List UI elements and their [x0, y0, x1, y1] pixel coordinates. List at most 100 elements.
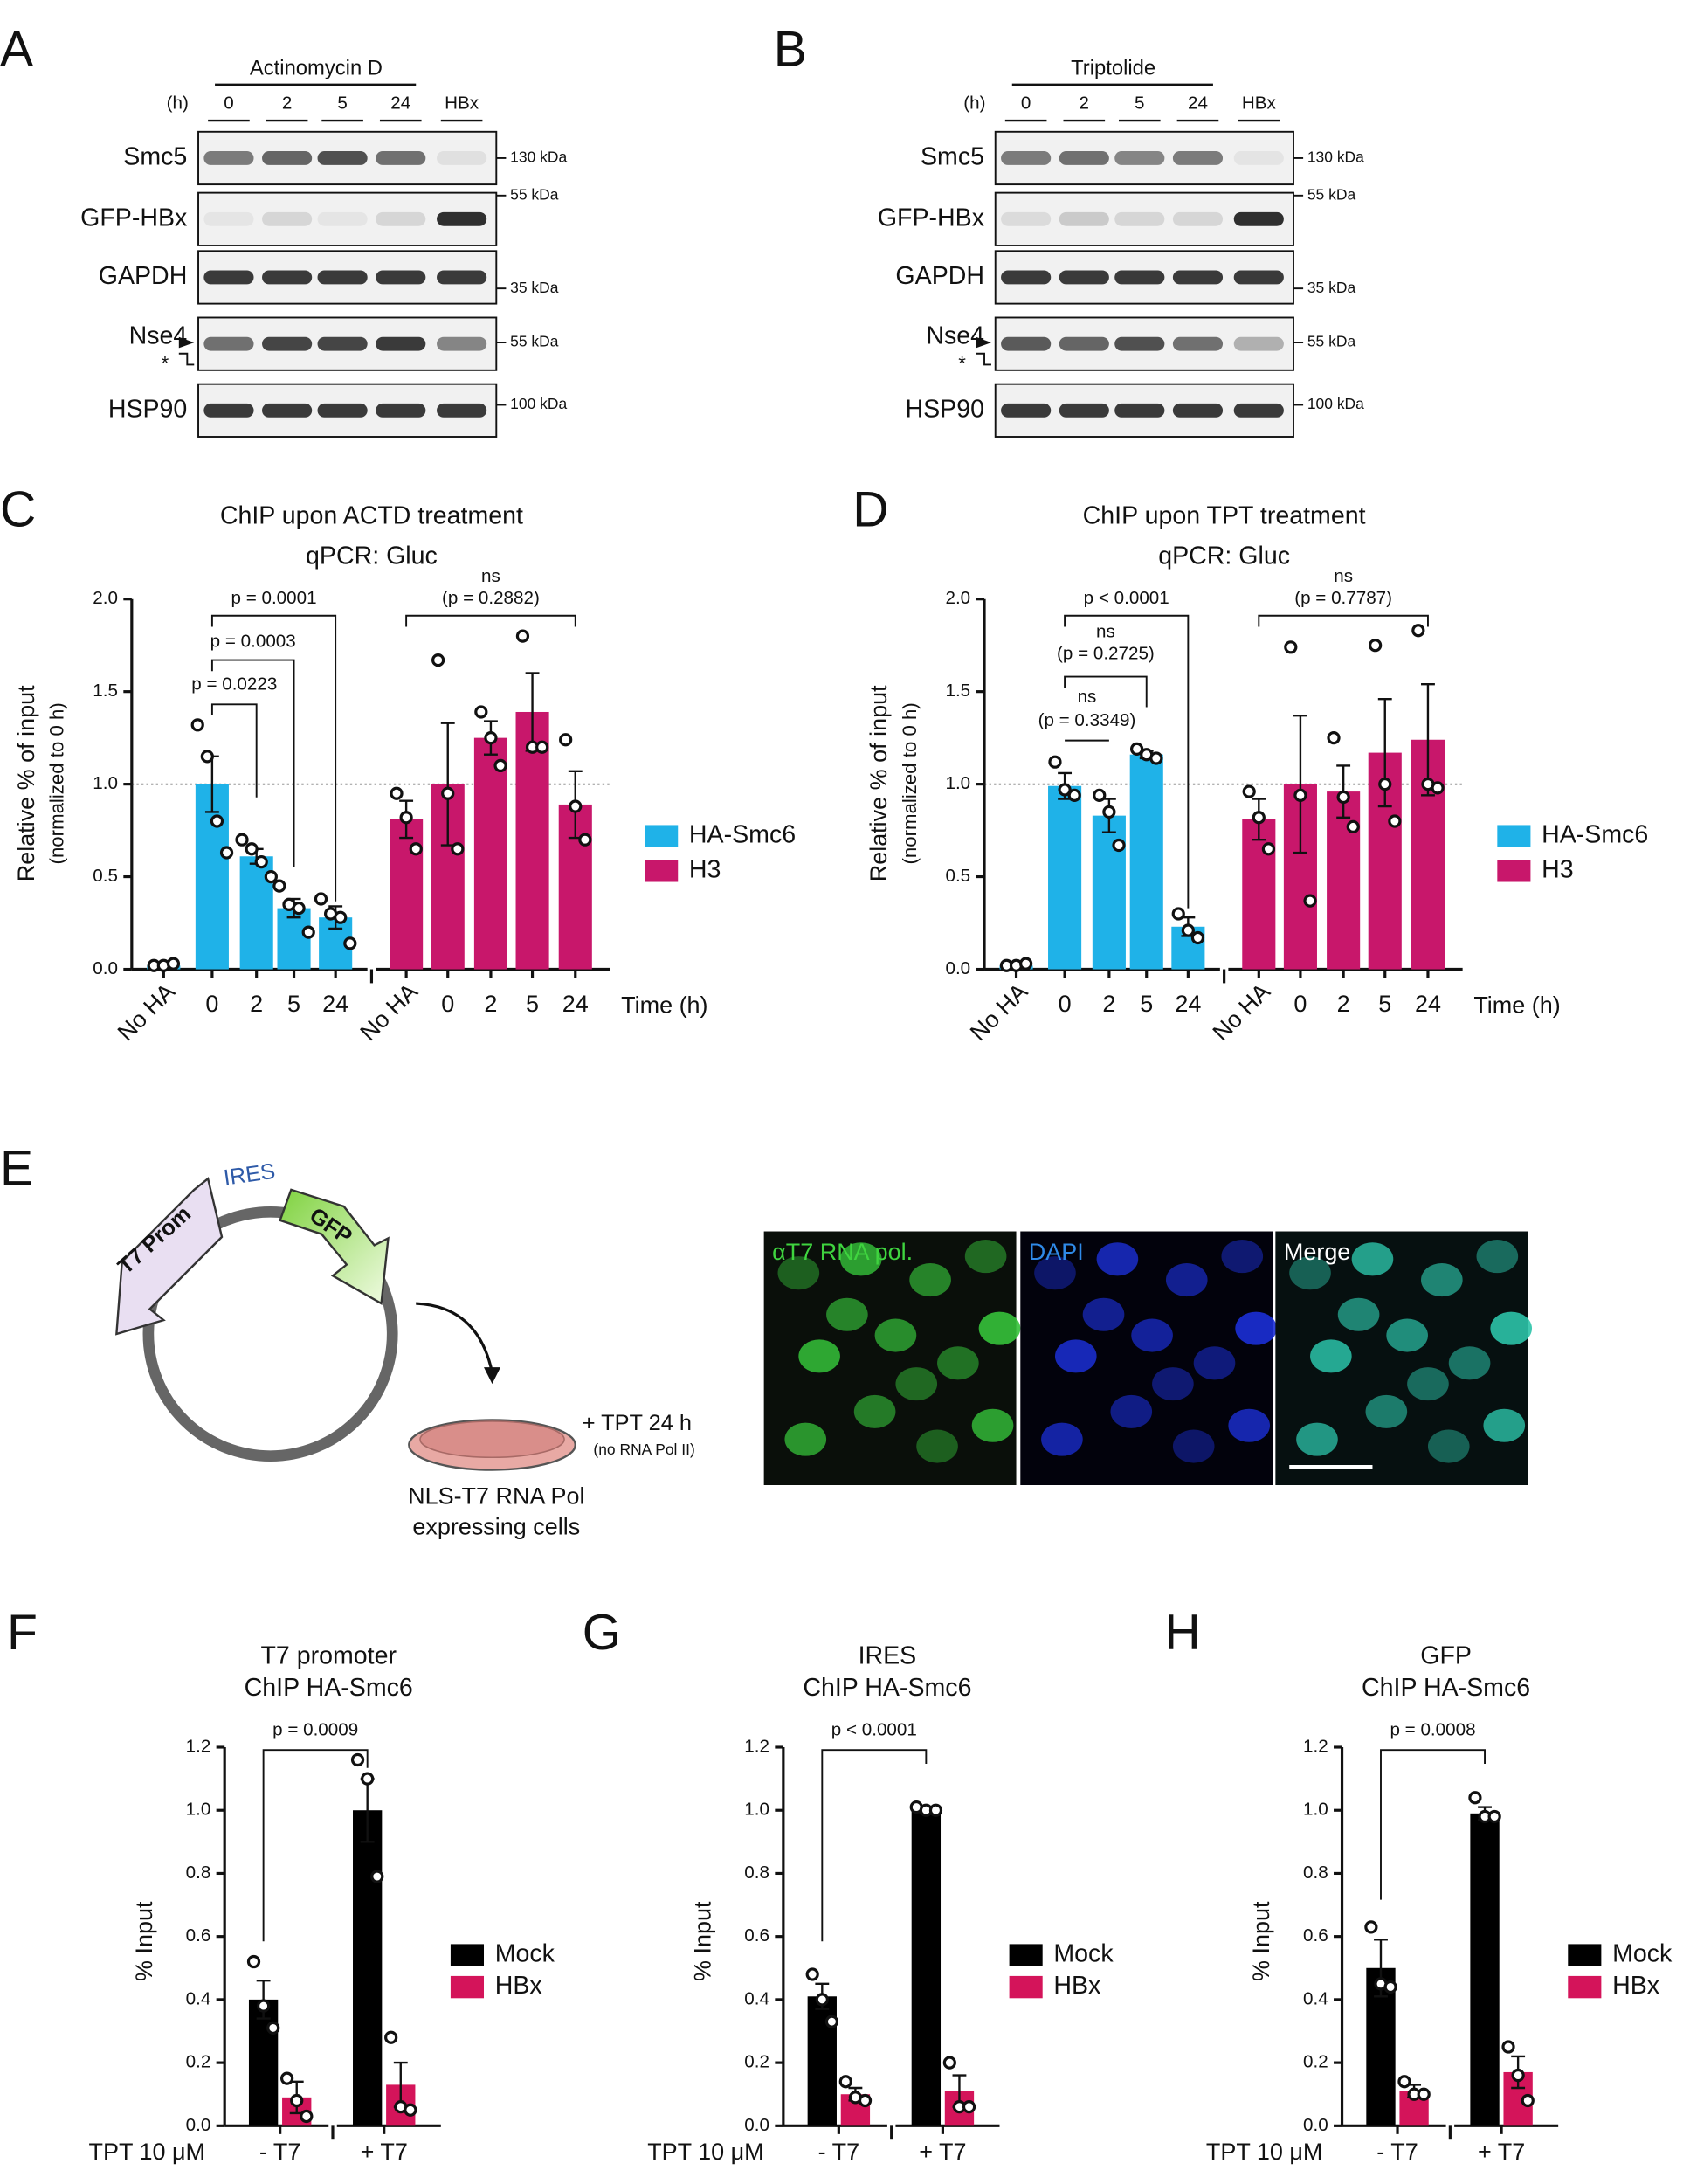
band	[1001, 211, 1052, 226]
y-tick-label: 0.0	[744, 2115, 769, 2135]
significance-label: (p = 0.2882)	[442, 588, 540, 608]
band	[1114, 211, 1165, 226]
band	[1059, 211, 1109, 226]
lane-label: 24	[390, 93, 410, 114]
nucleus	[798, 1339, 840, 1373]
significance-label: ns	[1096, 621, 1115, 641]
panel-letter: A	[0, 21, 33, 77]
time-unit: (h)	[963, 93, 985, 114]
significance-label: p = 0.0001	[231, 588, 317, 608]
blot-row-label: Nse4	[926, 321, 984, 349]
band	[1001, 403, 1052, 418]
bar	[1048, 785, 1082, 970]
legend-label: Mock	[495, 1940, 555, 1968]
legend-swatch	[1009, 1944, 1043, 1966]
x-axis-label: Time (h)	[621, 992, 707, 1019]
band	[1233, 336, 1284, 351]
channel-label: DAPI	[1029, 1239, 1084, 1265]
size-marker: 55 kDa	[510, 333, 559, 350]
data-point	[390, 786, 404, 800]
cells	[419, 1420, 565, 1459]
legend-swatch	[645, 860, 679, 882]
plasmid-label: IRES	[222, 1159, 277, 1191]
data-point	[166, 957, 181, 971]
y-tick-label: 0.2	[1303, 2052, 1328, 2072]
significance-label: (p = 0.2725)	[1057, 644, 1155, 664]
band	[1172, 336, 1224, 351]
band	[437, 211, 487, 226]
nucleus	[971, 1408, 1014, 1442]
nucleus	[1386, 1318, 1428, 1352]
data-point	[1149, 751, 1163, 765]
nucleus	[1407, 1367, 1449, 1401]
y-axis-label: % Input	[690, 1901, 716, 1981]
data-point	[334, 910, 348, 924]
data-point	[1411, 624, 1425, 638]
x-tick-label: + T7	[919, 2139, 966, 2165]
y-tick-label: 1.2	[1303, 1736, 1328, 1756]
data-point	[1336, 790, 1350, 805]
band-note: *	[162, 352, 169, 374]
nucleus	[1296, 1422, 1338, 1456]
nucleus	[1310, 1339, 1352, 1373]
legend-swatch	[645, 825, 679, 847]
data-point	[1521, 2093, 1535, 2108]
data-point	[1397, 2075, 1411, 2089]
band-note: *	[958, 352, 966, 374]
data-point	[404, 2103, 417, 2117]
nucleus	[1483, 1408, 1526, 1442]
band	[1233, 403, 1284, 418]
data-point	[370, 1870, 384, 1883]
y-tick-label: 0.0	[186, 2115, 211, 2135]
y-axis-label: (normalized to 0 h)	[899, 702, 921, 864]
data-point	[805, 1967, 819, 1981]
legend-label: Mock	[1053, 1940, 1114, 1968]
nucleus	[1365, 1394, 1408, 1428]
data-point	[1058, 783, 1072, 797]
significance-label: p < 0.0001	[831, 1719, 917, 1739]
data-point	[264, 869, 278, 884]
data-point	[300, 2109, 314, 2124]
y-tick-label: 0.8	[1303, 1863, 1328, 1883]
bar	[1092, 815, 1126, 970]
data-point	[1171, 907, 1185, 921]
nucleus	[1110, 1394, 1153, 1428]
size-marker: 100 kDa	[1307, 395, 1364, 412]
data-point	[431, 653, 445, 667]
y-tick-label: 0.6	[186, 1925, 211, 1946]
panel-letter: D	[852, 481, 888, 537]
blot-row-label: Smc5	[123, 142, 187, 170]
legend-label: H3	[1542, 855, 1574, 883]
treatment-note: (no RNA Pol II)	[593, 1441, 694, 1458]
treatment: + TPT 24 h	[583, 1411, 692, 1435]
band	[1001, 336, 1052, 351]
data-point	[928, 1803, 943, 1817]
bracket	[976, 352, 991, 366]
data-point	[290, 2093, 304, 2108]
band	[437, 336, 487, 351]
gfp-arrow	[279, 1188, 390, 1306]
data-point	[1130, 742, 1144, 756]
significance-bracket	[1064, 614, 1190, 909]
band	[1114, 336, 1165, 351]
nucleus	[895, 1367, 938, 1401]
band	[437, 151, 487, 165]
band	[1172, 403, 1224, 418]
band	[1114, 403, 1165, 418]
blot-row-label: HSP90	[108, 395, 188, 423]
nucleus	[964, 1240, 1007, 1274]
nucleus	[784, 1422, 827, 1456]
data-point	[815, 1993, 829, 2007]
band	[262, 151, 313, 165]
legend-swatch	[1497, 860, 1531, 882]
chart-title: IRES	[859, 1641, 917, 1669]
band	[376, 403, 426, 418]
band	[376, 211, 426, 226]
data-point	[1468, 1791, 1482, 1805]
bar	[390, 819, 424, 970]
band	[203, 403, 254, 418]
nucleus	[1131, 1318, 1173, 1352]
data-point	[569, 799, 583, 813]
band	[437, 403, 487, 418]
data-point	[1048, 755, 1062, 769]
